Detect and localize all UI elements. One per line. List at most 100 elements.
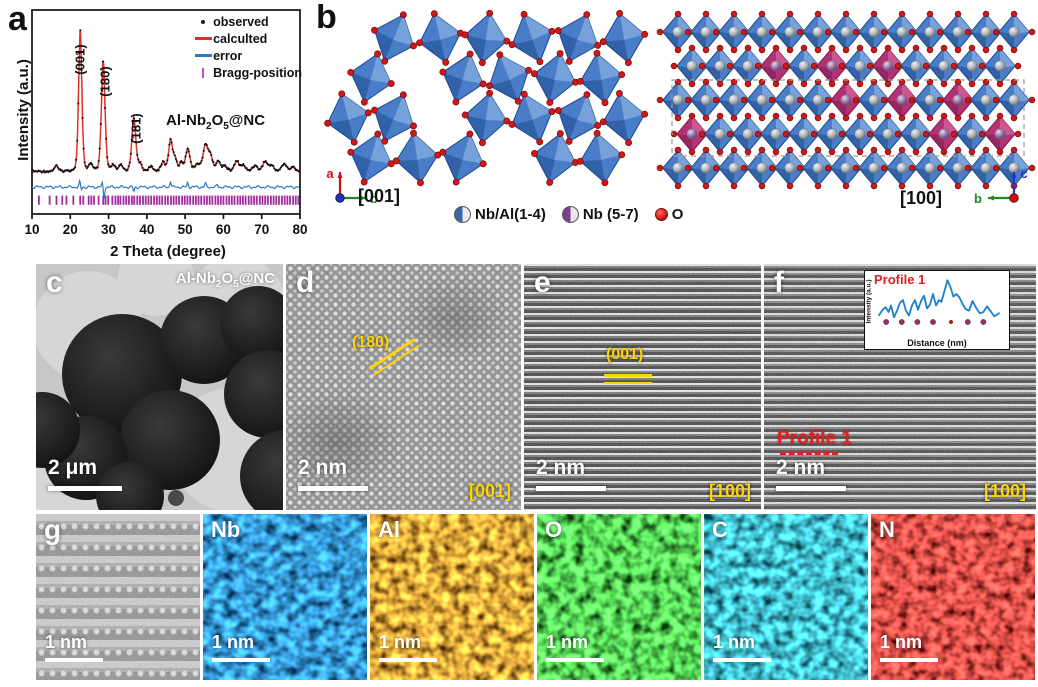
panel-letter-b: b	[316, 4, 337, 36]
svg-text:10: 10	[24, 222, 39, 237]
profile-curve	[878, 279, 1000, 325]
peak-label-181: (181)	[128, 113, 144, 144]
inset-x-label: Distance (nm)	[907, 338, 967, 348]
xrd-chart: 10 20 30 40 50 60 70 80	[24, 9, 308, 237]
panel-hrtem-100: e (001) 2 nm [100]	[524, 264, 761, 510]
scale-bar-2um: 2 μm	[48, 456, 122, 491]
svg-text:50: 50	[178, 222, 193, 237]
axis-label-a: a	[326, 166, 334, 181]
sample-formula-label-tem: Al-Nb2O5@NC	[175, 270, 275, 290]
element-label-al: Al	[378, 517, 400, 542]
zone-axis-label-d: [001]	[468, 481, 511, 501]
eds-map-n	[871, 514, 1035, 680]
panel-hrtem-profile: f Profile 1 Profile 1 Intensity (a.u.) D…	[764, 264, 1036, 510]
panel-hrtem-001: d (180) 2 nm [001]	[286, 264, 521, 510]
profile-1-dashed-line	[780, 452, 838, 455]
panel-crystal-structure: a b c b b [001] [100] Nb/Al(1-4) Nb (5-7…	[312, 4, 1038, 260]
zone-axis-label-e: [100]	[708, 481, 751, 501]
scale-bar-line	[880, 658, 938, 662]
structure-view-001	[324, 9, 649, 187]
xrd-y-axis-label: Intensity (a.u.)	[15, 59, 32, 161]
lattice-fringe-marker-001	[604, 374, 652, 385]
axis-label-c: c	[1020, 166, 1027, 181]
plane-label-180: (180)	[352, 334, 390, 351]
scale-bar-1nm-c: 1 nm	[713, 632, 771, 662]
inset-y-label: Intensity (a.u.)	[865, 279, 873, 324]
scale-bar-1nm-o: 1 nm	[546, 632, 604, 662]
legend-item-bragg: Bragg-position	[193, 65, 302, 80]
svg-text:60: 60	[216, 222, 231, 237]
scale-bar-line	[713, 658, 771, 662]
svg-text:20: 20	[63, 222, 78, 237]
axis-label-b-right: b	[974, 191, 982, 206]
panel-eds-c: C 1 nm	[704, 514, 868, 680]
eds-map-al	[370, 514, 534, 680]
legend-item-nb-al: Nb/Al(1-4)	[454, 206, 546, 223]
svg-text:30: 30	[101, 222, 116, 237]
scale-bar-2nm-f: 2 nm	[776, 456, 846, 491]
legend-item-o: O	[654, 206, 683, 223]
scale-bar-1nm-g: 1 nm	[45, 632, 103, 662]
panel-letter-g: g	[44, 514, 62, 545]
axis-triads	[335, 172, 1019, 203]
eds-map-nb	[203, 514, 367, 680]
observed-dot-icon	[193, 19, 213, 24]
panel-letter-e: e	[534, 266, 551, 299]
bragg-tick-icon	[193, 67, 213, 78]
scale-bar-line	[776, 486, 846, 491]
element-label-nb: Nb	[211, 517, 241, 542]
scale-bar-line	[546, 658, 604, 662]
panel-letter-c: c	[46, 266, 63, 299]
scale-bar-line	[48, 486, 122, 491]
sample-formula-label: Al-Nb2O5@NC	[166, 112, 266, 132]
nb-sphere-icon	[561, 206, 579, 223]
element-label-n: N	[879, 517, 895, 542]
legend-item-nb: Nb (5-7)	[561, 206, 639, 223]
scale-bar-line	[212, 658, 270, 662]
panel-eds-nb: Nb 1 nm	[203, 514, 367, 680]
scale-bar-1nm-n: 1 nm	[880, 632, 938, 662]
peak-label-180: (180)	[97, 66, 113, 97]
element-label-o: O	[545, 517, 563, 542]
scale-bar-line	[298, 486, 368, 491]
structure-legend: Nb/Al(1-4) Nb (5-7) O	[454, 206, 683, 223]
legend-item-observed: observed	[193, 14, 302, 29]
legend-item-error: error	[193, 48, 302, 63]
profile-1-label: Profile 1	[777, 428, 852, 449]
plane-label-001: (001)	[606, 346, 644, 363]
axis-label-b-left: b	[370, 191, 378, 206]
error-line-icon	[193, 54, 213, 57]
o-sphere-icon	[654, 208, 668, 221]
scale-bar-line	[379, 658, 437, 662]
zone-axis-label-f: [100]	[983, 481, 1026, 501]
xrd-x-axis-label: 2 Theta (degree)	[110, 243, 226, 260]
crystal-structure-drawing: a b c b	[324, 9, 1036, 206]
svg-text:40: 40	[139, 222, 154, 237]
panel-letter-d: d	[296, 266, 315, 299]
panel-xrd: 10 20 30 40 50 60 70 80 a Intensity (a.u.) 2 Th…	[6, 4, 308, 260]
scale-bar-2nm-d: 2 nm	[298, 456, 368, 491]
zone-axis-001-label: [001]	[358, 186, 401, 206]
panel-stem: g 1 nm	[36, 514, 200, 680]
zone-axis-100-label: [100]	[900, 188, 943, 208]
inset-title: Profile 1	[874, 272, 926, 287]
panel-eds-al: Al 1 nm	[370, 514, 534, 680]
xrd-legend: observed calculted error Bragg-position	[193, 14, 302, 82]
calculated-line-icon	[193, 37, 213, 40]
nb-al-sphere-icon	[454, 206, 471, 223]
scale-bar-line	[45, 658, 103, 662]
panel-eds-n: N 1 nm	[871, 514, 1035, 680]
eds-map-c	[704, 514, 868, 680]
panel-eds-o: O 1 nm	[537, 514, 701, 680]
structure-view-100	[656, 10, 1036, 190]
profile-inset-chart: Profile 1 Intensity (a.u.) Distance (nm)	[864, 270, 1010, 350]
legend-item-calculated: calculted	[193, 31, 302, 46]
panel-tem-overview: c Al-Nb2O5@NC 2 μm	[36, 264, 283, 510]
tem-row: c Al-Nb2O5@NC 2 μm d (180) 2 nm [001] e …	[36, 264, 1036, 510]
tem-spheres	[36, 264, 283, 510]
scale-bar-1nm-nb: 1 nm	[212, 632, 270, 662]
eds-map-o	[537, 514, 701, 680]
scale-bar-2nm-e: 2 nm	[536, 456, 606, 491]
peak-label-001: (001)	[72, 44, 88, 75]
